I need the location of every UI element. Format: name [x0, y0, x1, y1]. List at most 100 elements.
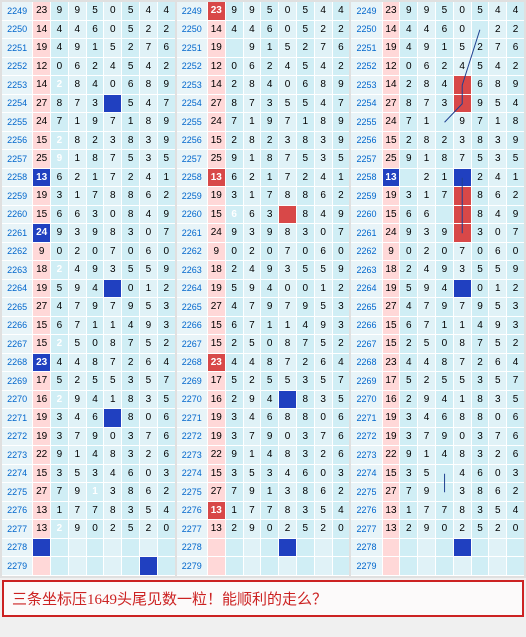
data-cell: 2	[400, 261, 418, 279]
data-cell: 6	[122, 76, 140, 94]
row-id: 2266	[2, 317, 33, 335]
data-cell: 6	[507, 39, 524, 57]
data-cell: 6	[87, 409, 105, 427]
data-cell: 8	[226, 95, 244, 113]
data-cell: 3	[297, 446, 315, 464]
data-cell: 8	[472, 409, 490, 427]
table-row: 2272193790376	[177, 428, 350, 447]
data-cell: 1	[454, 391, 472, 409]
data-cell: 0	[140, 224, 158, 242]
data-cell: 7	[400, 113, 418, 131]
table-row: 2276131778354	[177, 502, 350, 521]
table-row: 2252120624542	[2, 58, 175, 77]
data-cell: 0	[454, 428, 472, 446]
data-cell: 5	[472, 520, 490, 538]
data-cell: 4	[51, 354, 69, 372]
data-cell: 4	[436, 391, 454, 409]
data-cell: 5	[69, 465, 87, 483]
data-cell: 1	[69, 187, 87, 205]
data-cell: 9	[226, 150, 244, 168]
row-id: 2261	[351, 224, 382, 242]
data-cell: 7	[279, 354, 297, 372]
data-cell: 7	[140, 428, 158, 446]
data-cell: 3	[333, 298, 350, 316]
row-id: 2257	[2, 150, 33, 168]
data-cell: 1	[104, 391, 122, 409]
row-id: 2259	[2, 187, 33, 205]
data-cell	[244, 557, 262, 575]
data-cell: 6	[418, 206, 436, 224]
data-cell: 5	[472, 2, 490, 20]
data-cell: 8	[297, 187, 315, 205]
data-cell: 27	[208, 483, 226, 501]
data-cell: 9	[87, 113, 105, 131]
data-cell: 0	[436, 335, 454, 353]
data-cell	[140, 539, 158, 557]
data-cell: 9	[226, 446, 244, 464]
row-id: 2261	[177, 224, 208, 242]
data-cell	[69, 539, 87, 557]
data-cell: 4	[297, 317, 315, 335]
data-cell: 15	[33, 465, 51, 483]
data-cell: 8	[122, 206, 140, 224]
data-cell: 3	[315, 391, 333, 409]
data-cell: 2	[104, 520, 122, 538]
data-cell: 8	[87, 150, 105, 168]
highlight-red: 13	[208, 502, 226, 520]
table-row: 2260156630849	[2, 206, 175, 225]
data-cell: 16	[208, 391, 226, 409]
data-cell: 8	[122, 132, 140, 150]
row-id: 2276	[177, 502, 208, 520]
data-cell: 8	[418, 76, 436, 94]
data-cell: 5	[244, 335, 262, 353]
data-cell: 9	[69, 391, 87, 409]
data-cell: 4	[261, 280, 279, 298]
data-cell: 8	[140, 113, 158, 131]
data-cell: 9	[51, 2, 69, 20]
row-id: 2269	[2, 372, 33, 390]
data-cell: 2	[158, 187, 175, 205]
data-cell: 7	[507, 372, 524, 390]
data-cell: 7	[418, 317, 436, 335]
data-cell: 0	[122, 280, 140, 298]
data-cell: 7	[158, 372, 175, 390]
row-id: 2273	[2, 446, 33, 464]
data-cell: 4	[279, 58, 297, 76]
data-cell: 3	[51, 428, 69, 446]
data-cell: 8	[507, 113, 524, 131]
data-cell	[400, 539, 418, 557]
data-cell: 4	[261, 76, 279, 94]
data-cell: 2	[400, 76, 418, 94]
data-cell: 6	[69, 206, 87, 224]
data-cell: 0	[507, 520, 524, 538]
data-cell: 15	[208, 335, 226, 353]
table-row: 225119915276	[177, 39, 350, 58]
data-cell: 1	[418, 446, 436, 464]
panel-1: 2249239950544225014446052222511991527622…	[177, 2, 350, 576]
data-cell	[454, 557, 472, 575]
row-id: 2258	[351, 169, 382, 187]
data-cell: 7	[454, 150, 472, 168]
data-cell: 9	[383, 243, 401, 261]
data-cell: 5	[279, 95, 297, 113]
data-cell: 3	[400, 409, 418, 427]
data-cell: 9	[244, 280, 262, 298]
data-cell: 7	[104, 243, 122, 261]
data-cell: 5	[226, 280, 244, 298]
data-cell: 3	[104, 261, 122, 279]
row-id: 2254	[2, 95, 33, 113]
data-cell: 2	[122, 169, 140, 187]
data-cell: 9	[418, 520, 436, 538]
data-cell: 2	[87, 58, 105, 76]
data-cell: 2	[158, 280, 175, 298]
data-cell: 2	[400, 391, 418, 409]
data-cell: 15	[208, 132, 226, 150]
data-cell: 9	[261, 113, 279, 131]
data-cell: 9	[244, 391, 262, 409]
data-cell: 8	[244, 76, 262, 94]
data-cell: 6	[315, 187, 333, 205]
table-row: 2269175255357	[2, 372, 175, 391]
data-cell: 6	[315, 354, 333, 372]
data-cell: 3	[297, 224, 315, 242]
data-cell: 13	[208, 520, 226, 538]
